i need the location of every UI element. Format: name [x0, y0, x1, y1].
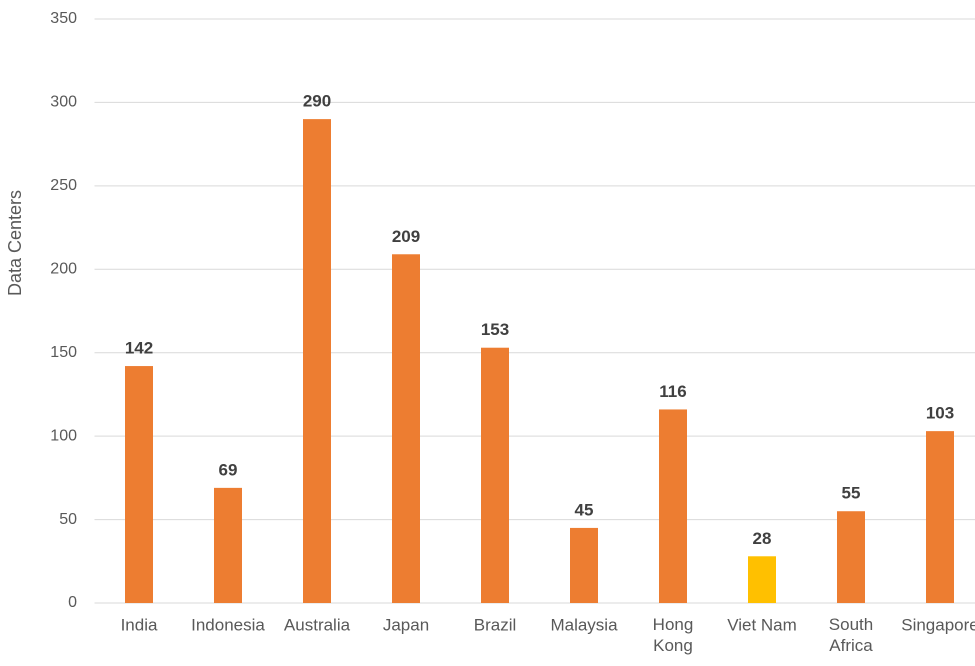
x-tick-label: Australia — [284, 615, 351, 634]
value-label: 142 — [125, 339, 153, 358]
bar — [659, 409, 687, 603]
bar — [303, 119, 331, 603]
value-label: 209 — [392, 227, 420, 246]
x-tick-label: Malaysia — [550, 615, 618, 634]
value-label: 290 — [303, 92, 331, 111]
x-tick-label: South Africa — [829, 615, 873, 655]
value-label: 45 — [575, 500, 594, 519]
bar — [837, 511, 865, 603]
x-tick-label: Singapore — [901, 615, 975, 634]
x-tick-label: Viet Nam — [727, 615, 797, 634]
bar — [125, 366, 153, 603]
bar — [214, 487, 242, 603]
bar — [570, 527, 598, 603]
x-tick-label: Indonesia — [191, 615, 265, 634]
value-label: 153 — [481, 320, 509, 339]
value-label: 28 — [753, 529, 772, 548]
value-label: 69 — [219, 460, 238, 479]
y-tick-label: 100 — [50, 427, 77, 444]
x-tick-label: Hong Kong — [653, 615, 694, 655]
x-tick-label: India — [121, 615, 158, 634]
value-label: 55 — [842, 484, 861, 503]
y-tick-label: 50 — [59, 511, 77, 528]
y-tick-label: 200 — [50, 261, 77, 278]
y-tick-label: 0 — [68, 594, 77, 611]
bar — [926, 431, 954, 603]
x-tick-label: Japan — [383, 615, 429, 634]
bar — [748, 556, 776, 603]
value-label: 103 — [926, 404, 954, 423]
y-tick-label: 350 — [50, 10, 77, 27]
bar — [481, 347, 509, 603]
y-tick-label: 150 — [50, 344, 77, 361]
y-axis-title: Data Centers — [5, 190, 25, 296]
value-label: 116 — [659, 382, 686, 401]
y-tick-label: 250 — [50, 177, 77, 194]
bar — [392, 254, 420, 604]
y-tick-label: 300 — [50, 94, 77, 111]
x-tick-label: Brazil — [474, 615, 517, 634]
